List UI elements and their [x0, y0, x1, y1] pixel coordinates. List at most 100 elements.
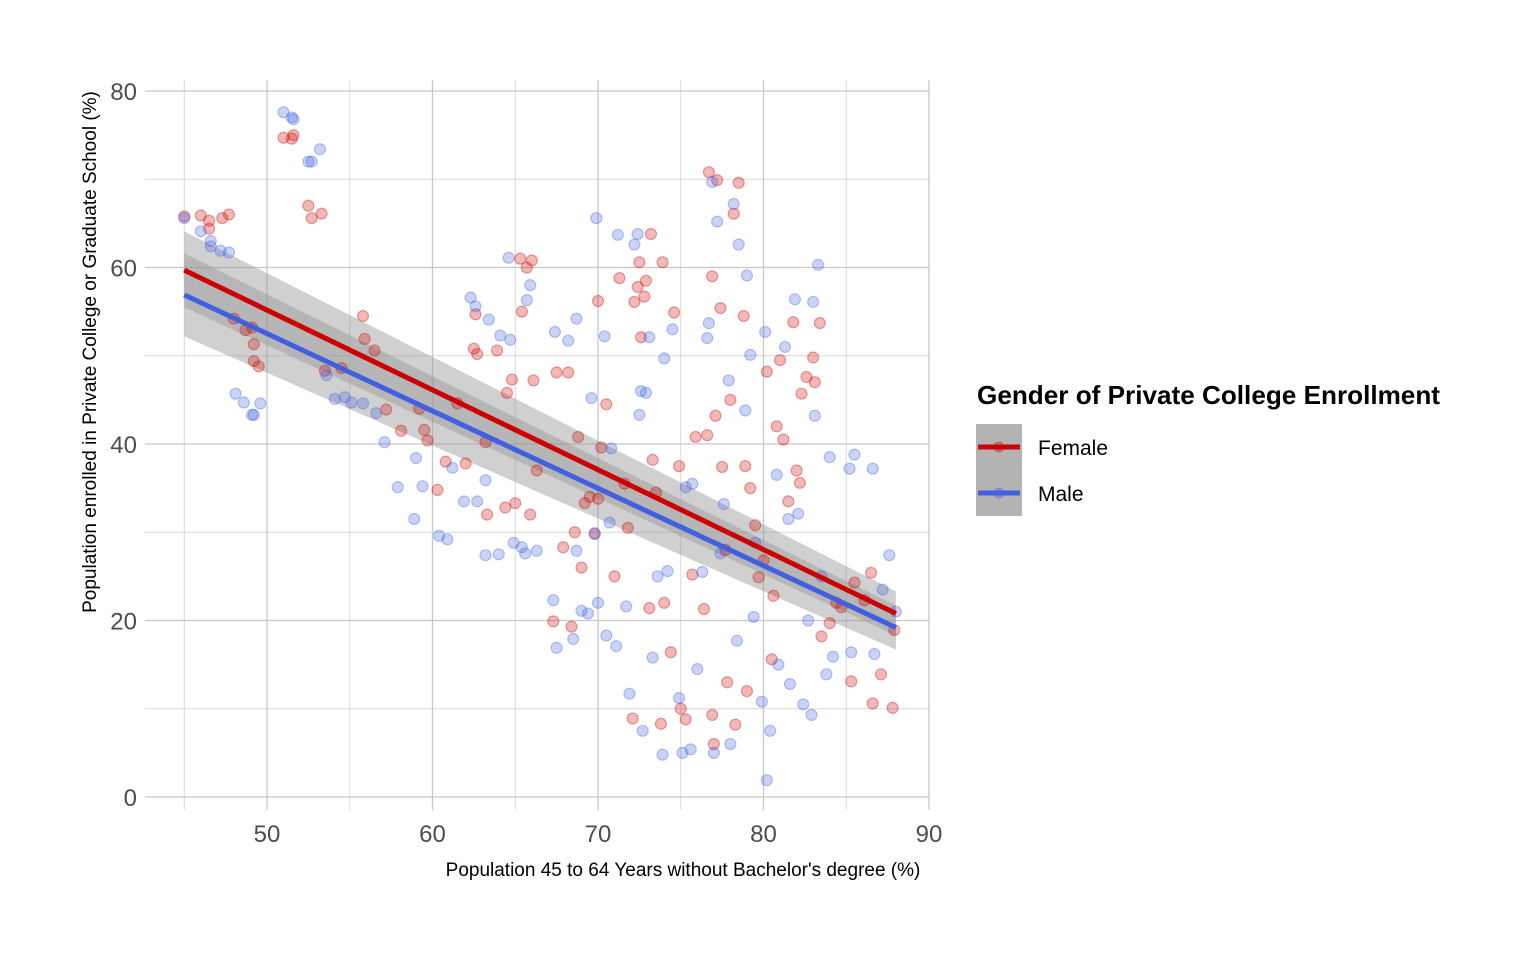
data-point-male	[778, 340, 792, 354]
data-point-male	[755, 695, 768, 708]
data-point-male	[479, 474, 492, 487]
data-point-male	[797, 698, 810, 711]
y-tick-label: 80	[110, 79, 137, 106]
y-tick-label: 0	[124, 785, 137, 812]
data-point-female	[358, 332, 371, 346]
data-point-male	[254, 397, 267, 410]
data-point-male	[820, 668, 833, 681]
data-point-male	[868, 647, 881, 661]
data-point-female	[608, 570, 621, 583]
data-point-male	[747, 610, 760, 624]
data-point-female	[727, 207, 740, 220]
data-point-female	[557, 541, 570, 554]
data-point-female	[782, 495, 795, 508]
data-point-female	[866, 697, 879, 710]
x-axis-ticks: 50 60 70 80 90	[254, 821, 943, 848]
data-point-female	[525, 254, 538, 267]
data-point-male	[305, 155, 318, 168]
data-point-male	[722, 374, 735, 387]
data-point-female	[591, 492, 605, 505]
data-point-female	[707, 737, 720, 751]
data-point-male	[764, 724, 777, 737]
data-point-male	[378, 436, 391, 449]
data-point-female	[418, 423, 431, 436]
data-point-male	[471, 495, 484, 508]
data-point-male	[772, 658, 785, 671]
data-point-male	[676, 746, 689, 759]
x-tick-label: 60	[419, 821, 446, 848]
data-point-female	[509, 497, 522, 510]
data-point-female	[672, 459, 686, 473]
data-point-male	[782, 512, 795, 526]
data-point-male	[646, 651, 659, 664]
data-point-male	[848, 448, 861, 461]
data-point-female	[500, 386, 514, 399]
data-point-female	[815, 630, 828, 643]
data-point-female	[626, 712, 639, 725]
data-point-male	[548, 325, 562, 339]
legend-label-female: Female	[1038, 437, 1108, 460]
data-point-female	[752, 571, 765, 584]
data-point-male	[605, 442, 618, 455]
data-point-female	[886, 701, 899, 714]
data-point-male	[740, 269, 754, 282]
data-point-female	[178, 210, 191, 223]
data-point-female	[469, 308, 482, 321]
regression-line-female	[183, 267, 897, 616]
data-point-female	[765, 653, 778, 666]
data-point-female	[823, 617, 836, 630]
data-point-male	[600, 629, 613, 642]
confidence-band-male	[184, 253, 896, 650]
data-point-female	[874, 668, 888, 681]
data-point-male	[345, 396, 358, 409]
data-point-male	[408, 512, 421, 526]
data-point-female	[724, 393, 737, 406]
data-point-male	[247, 408, 260, 421]
data-point-male	[770, 468, 783, 481]
data-point-female	[631, 280, 644, 294]
data-point-female	[222, 208, 236, 221]
y-tick-label: 60	[110, 256, 137, 283]
data-point-female	[527, 374, 540, 387]
data-point-male	[482, 313, 495, 326]
data-point-male	[204, 240, 217, 253]
data-point-male	[611, 228, 624, 241]
data-point-female	[302, 199, 315, 212]
data-point-male	[684, 743, 697, 756]
data-point-female	[668, 306, 681, 319]
x-tick-label: 50	[254, 821, 281, 848]
data-point-male	[759, 325, 772, 339]
data-point-male	[222, 246, 236, 259]
data-point-male	[661, 564, 674, 578]
data-point-female	[421, 434, 434, 447]
legend-label-male: Male	[1038, 483, 1084, 506]
data-point-female	[202, 214, 216, 227]
data-point-female	[471, 347, 484, 361]
data-point-female	[732, 176, 745, 189]
data-point-female	[686, 568, 699, 581]
data-point-male	[666, 323, 679, 336]
grid	[145, 80, 930, 810]
data-point-female	[431, 483, 444, 496]
data-point-male	[547, 594, 560, 607]
data-point-female	[777, 433, 790, 446]
data-point-female	[277, 131, 290, 144]
data-point-male	[590, 211, 603, 225]
data-point-female	[628, 295, 641, 309]
data-point-male	[696, 565, 709, 579]
data-point-female	[394, 424, 408, 437]
data-point-female	[600, 398, 613, 411]
data-point-female	[514, 252, 527, 265]
data-point-male	[416, 480, 429, 493]
confidence-bands	[184, 231, 896, 650]
data-point-female	[864, 566, 878, 579]
data-point-male	[479, 549, 492, 562]
data-point-female	[467, 342, 480, 355]
data-point-male	[620, 600, 633, 613]
data-point-male	[581, 607, 595, 620]
data-point-female	[202, 222, 216, 235]
data-point-male	[507, 536, 520, 549]
confidence-band-female	[184, 231, 896, 636]
data-point-female	[565, 620, 578, 633]
